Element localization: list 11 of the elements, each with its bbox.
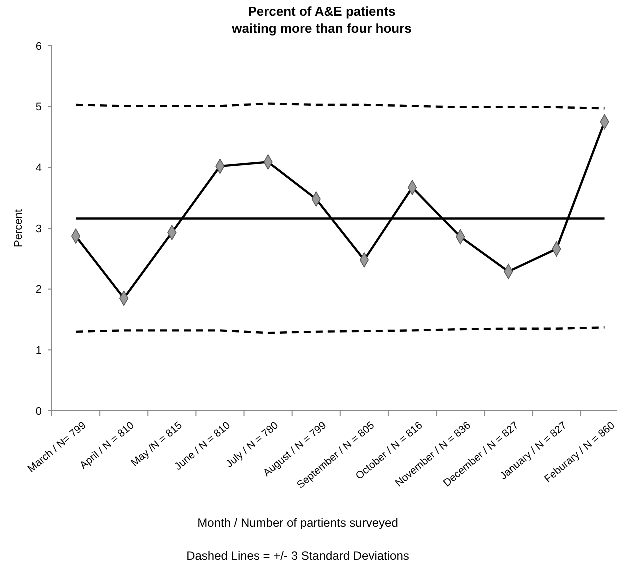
y-tick-label: 0 — [36, 406, 42, 418]
text: Dashed Lines = +/- 3 Standard Deviations — [186, 549, 410, 563]
y-tick-label: 3 — [36, 223, 42, 236]
y-tick-label: 5 — [36, 102, 42, 114]
y-tick-label: 2 — [36, 284, 42, 296]
y-tick-label: 6 — [36, 40, 42, 53]
y-tick-label: 1 — [36, 345, 42, 358]
x-axis-title: Month / Number of partients surveyed — [198, 516, 398, 530]
chart-title: Percent of A&E patients waiting more than four hours — [231, 4, 412, 36]
y-axis-title: Percent — [13, 210, 25, 248]
y-tick-label: 4 — [36, 162, 42, 175]
